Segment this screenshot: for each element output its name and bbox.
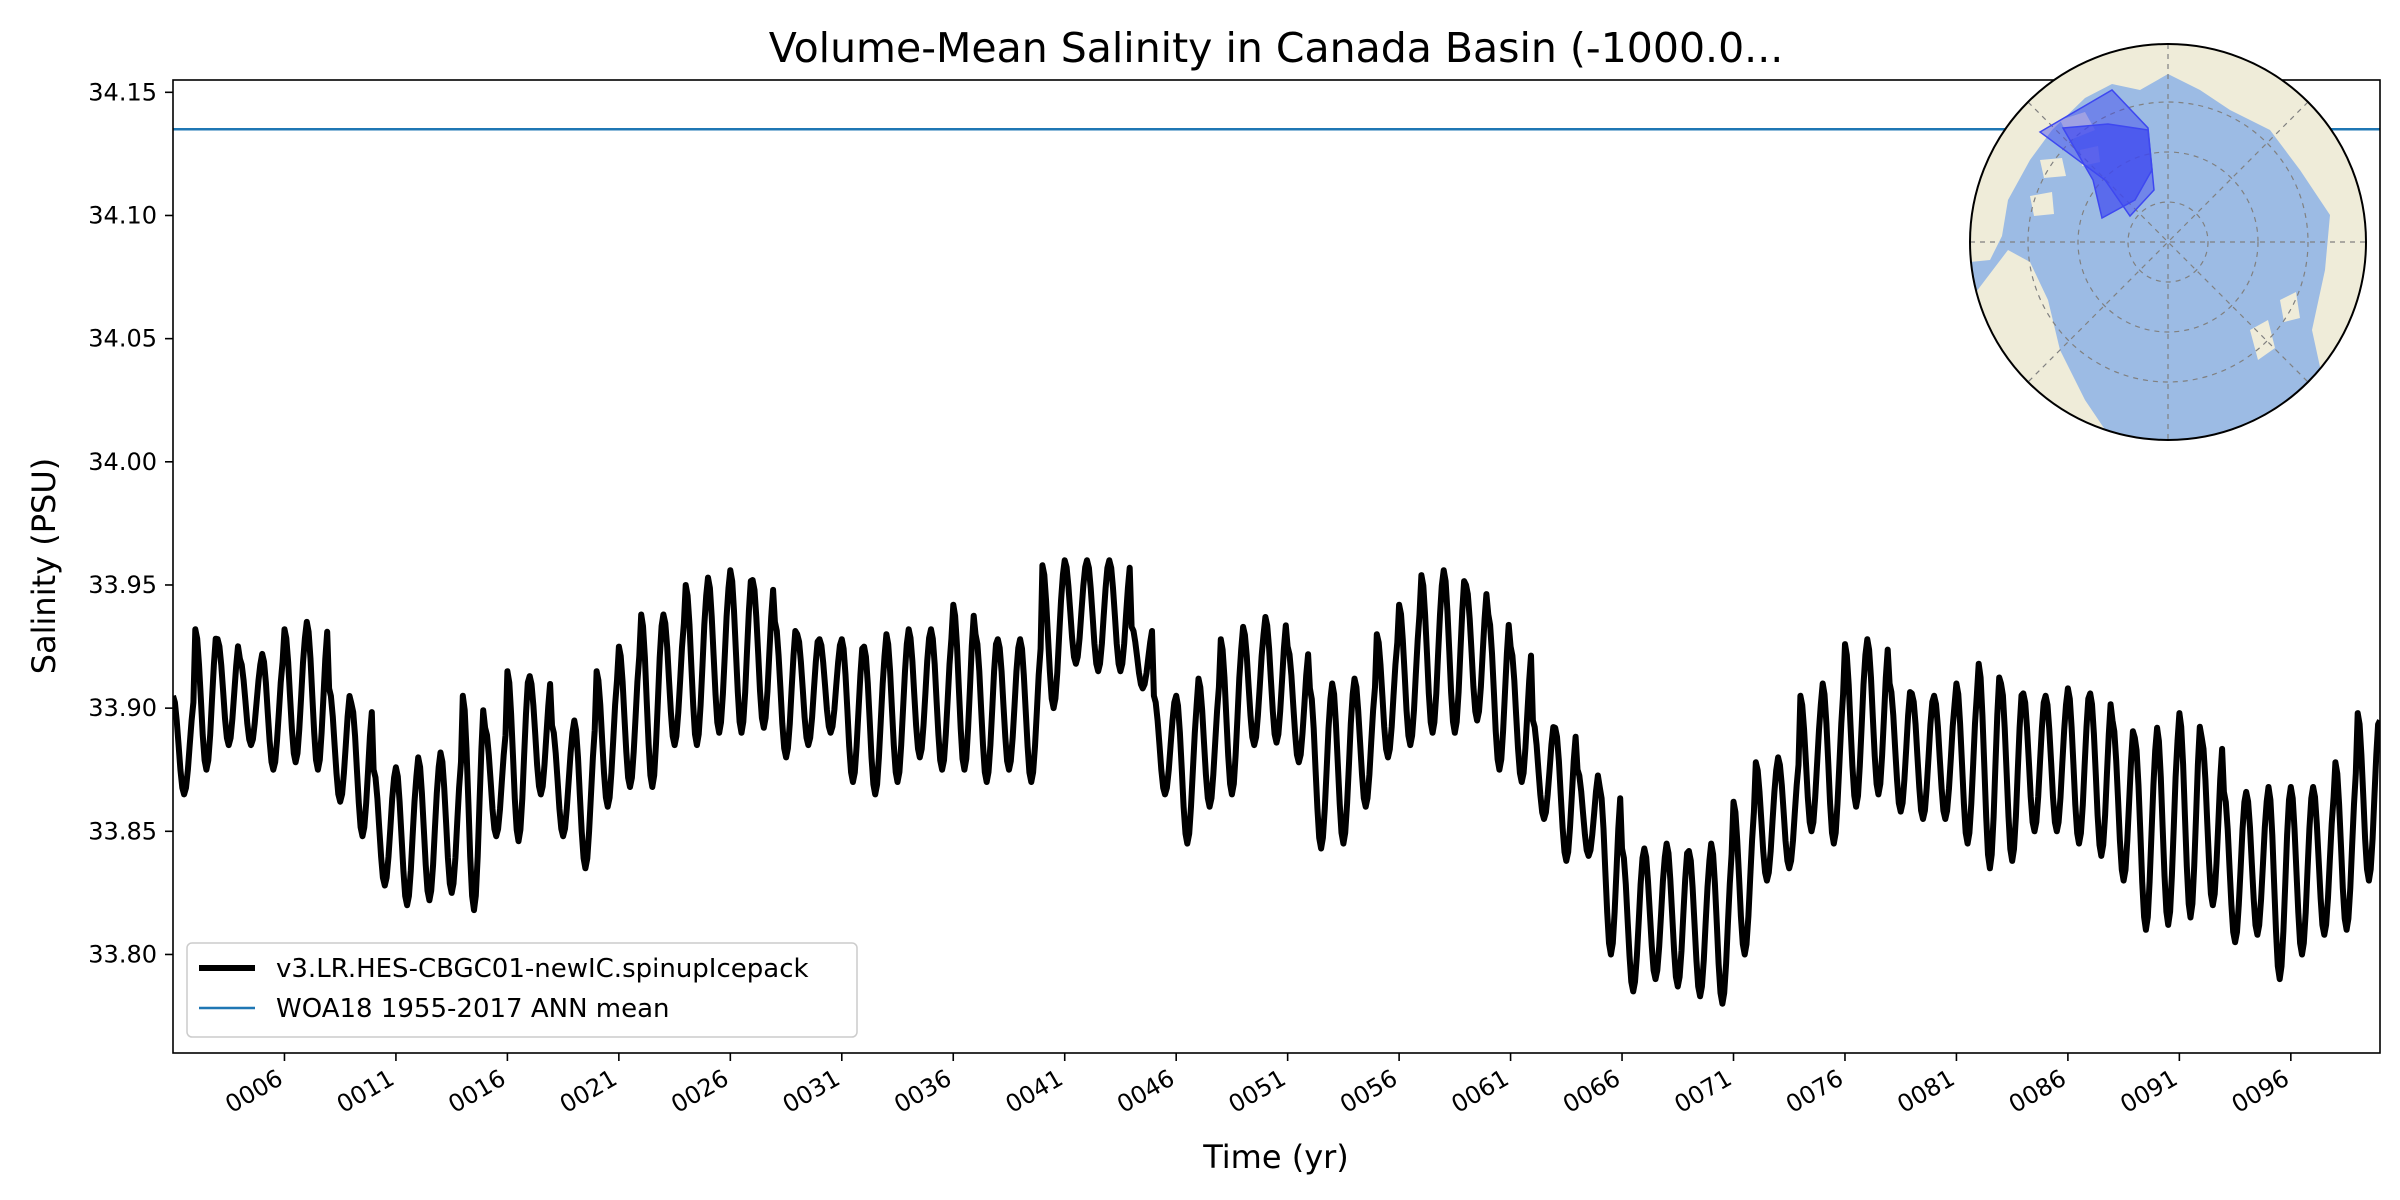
x-tick-label: 0021 — [555, 1064, 622, 1119]
y-tick-label: 34.10 — [88, 201, 157, 229]
x-tick-label: 0071 — [1670, 1064, 1737, 1119]
x-tick-label: 0076 — [1781, 1064, 1848, 1119]
y-tick-label: 34.05 — [88, 325, 157, 353]
map-region-inner — [2061, 123, 2153, 220]
chart-title: Volume-Mean Salinity in Canada Basin (-1… — [769, 24, 1784, 72]
y-tick-label: 33.85 — [88, 817, 157, 845]
x-tick-label: 0086 — [2004, 1064, 2071, 1119]
x-tick-label: 0081 — [1893, 1064, 1960, 1119]
map-graticule — [1970, 44, 2366, 440]
y-axis: 33.80 33.85 33.90 33.95 34.00 34.05 34.10 34.15 — [88, 78, 173, 968]
y-axis-label: Salinity (PSU) — [25, 458, 63, 675]
y-tick-label: 33.80 — [88, 940, 157, 968]
x-tick-label: 0041 — [1001, 1064, 1068, 1119]
y-tick-label: 34.15 — [88, 78, 157, 106]
plot-frame — [172, 79, 2381, 1054]
legend: v3.LR.HES-CBGC01-newIC.spinupIcepack WOA… — [186, 942, 858, 1038]
x-tick-label: 0051 — [1224, 1064, 1291, 1119]
map-border — [1969, 43, 2367, 441]
x-axis-label: Time (yr) — [1202, 1138, 1349, 1176]
series-model-salinity-line — [173, 557, 2380, 1007]
legend-label-model: v3.LR.HES-CBGC01-newIC.spinupIcepack — [276, 954, 809, 984]
y-tick-label: 34.00 — [88, 448, 157, 476]
x-tick-label: 0006 — [221, 1064, 288, 1119]
x-tick-label: 0026 — [666, 1064, 733, 1119]
x-tick-label: 0096 — [2227, 1064, 2294, 1119]
x-tick-label: 0036 — [889, 1064, 956, 1119]
x-tick-label: 0066 — [1558, 1064, 1625, 1119]
x-tick-label: 0011 — [332, 1064, 399, 1119]
x-tick-label: 0031 — [778, 1064, 845, 1119]
x-tick-label: 0091 — [2115, 1064, 2182, 1119]
y-tick-label: 33.95 — [88, 571, 157, 599]
x-axis: 0006 0011 0016 0021 0026 0031 0036 0041 0046 0051… — [221, 1053, 2294, 1119]
legend-box — [186, 942, 858, 1038]
x-tick-label: 0056 — [1335, 1064, 1402, 1119]
legend-label-woa18: WOA18 1955-2017 ANN mean — [276, 994, 670, 1024]
x-tick-label: 0061 — [1447, 1064, 1514, 1119]
y-tick-label: 33.90 — [88, 694, 157, 722]
x-tick-label: 0046 — [1112, 1064, 1179, 1119]
x-tick-label: 0016 — [443, 1064, 510, 1119]
